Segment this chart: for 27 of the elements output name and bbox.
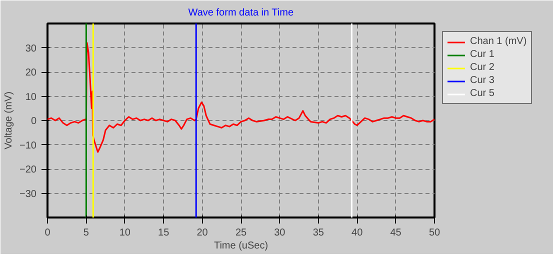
y-axis-title: Voltage (mV)	[4, 92, 15, 150]
y-tick-label: 20	[25, 68, 37, 78]
legend-label: Cur 5	[470, 88, 496, 99]
x-tick-label: 50	[428, 228, 440, 238]
legend-label: Cur 3	[470, 75, 496, 86]
y-tick-label: 10	[25, 92, 37, 103]
line-series	[48, 42, 434, 153]
x-tick-label: 10	[119, 228, 131, 238]
x-tick-label: 15	[158, 228, 170, 238]
x-tick-label: 20	[196, 228, 208, 238]
y-tick-label: 30	[25, 43, 37, 54]
y-tick-label: −30	[20, 188, 37, 200]
legend-label: Cur 2	[470, 62, 496, 73]
chart-title: Wave form data in Time	[188, 8, 294, 18]
y-tick-label: 0	[30, 116, 37, 127]
y-tick-label: −10	[20, 140, 37, 152]
x-tick-label: 25	[235, 228, 247, 238]
x-tick-label: 0	[44, 228, 51, 238]
x-tick-label: 45	[390, 228, 402, 238]
y-tick-label: −20	[20, 164, 37, 176]
x-tick-label: 35	[312, 228, 324, 238]
x-tick-label: 5	[83, 228, 90, 238]
x-tick-label: 30	[274, 228, 286, 238]
legend-label: Chan 1 (mV)	[470, 36, 527, 47]
x-axis-title: Time (uSec)	[214, 240, 268, 252]
legend-label: Cur 1	[470, 49, 496, 60]
x-tick-label: 40	[352, 228, 364, 238]
